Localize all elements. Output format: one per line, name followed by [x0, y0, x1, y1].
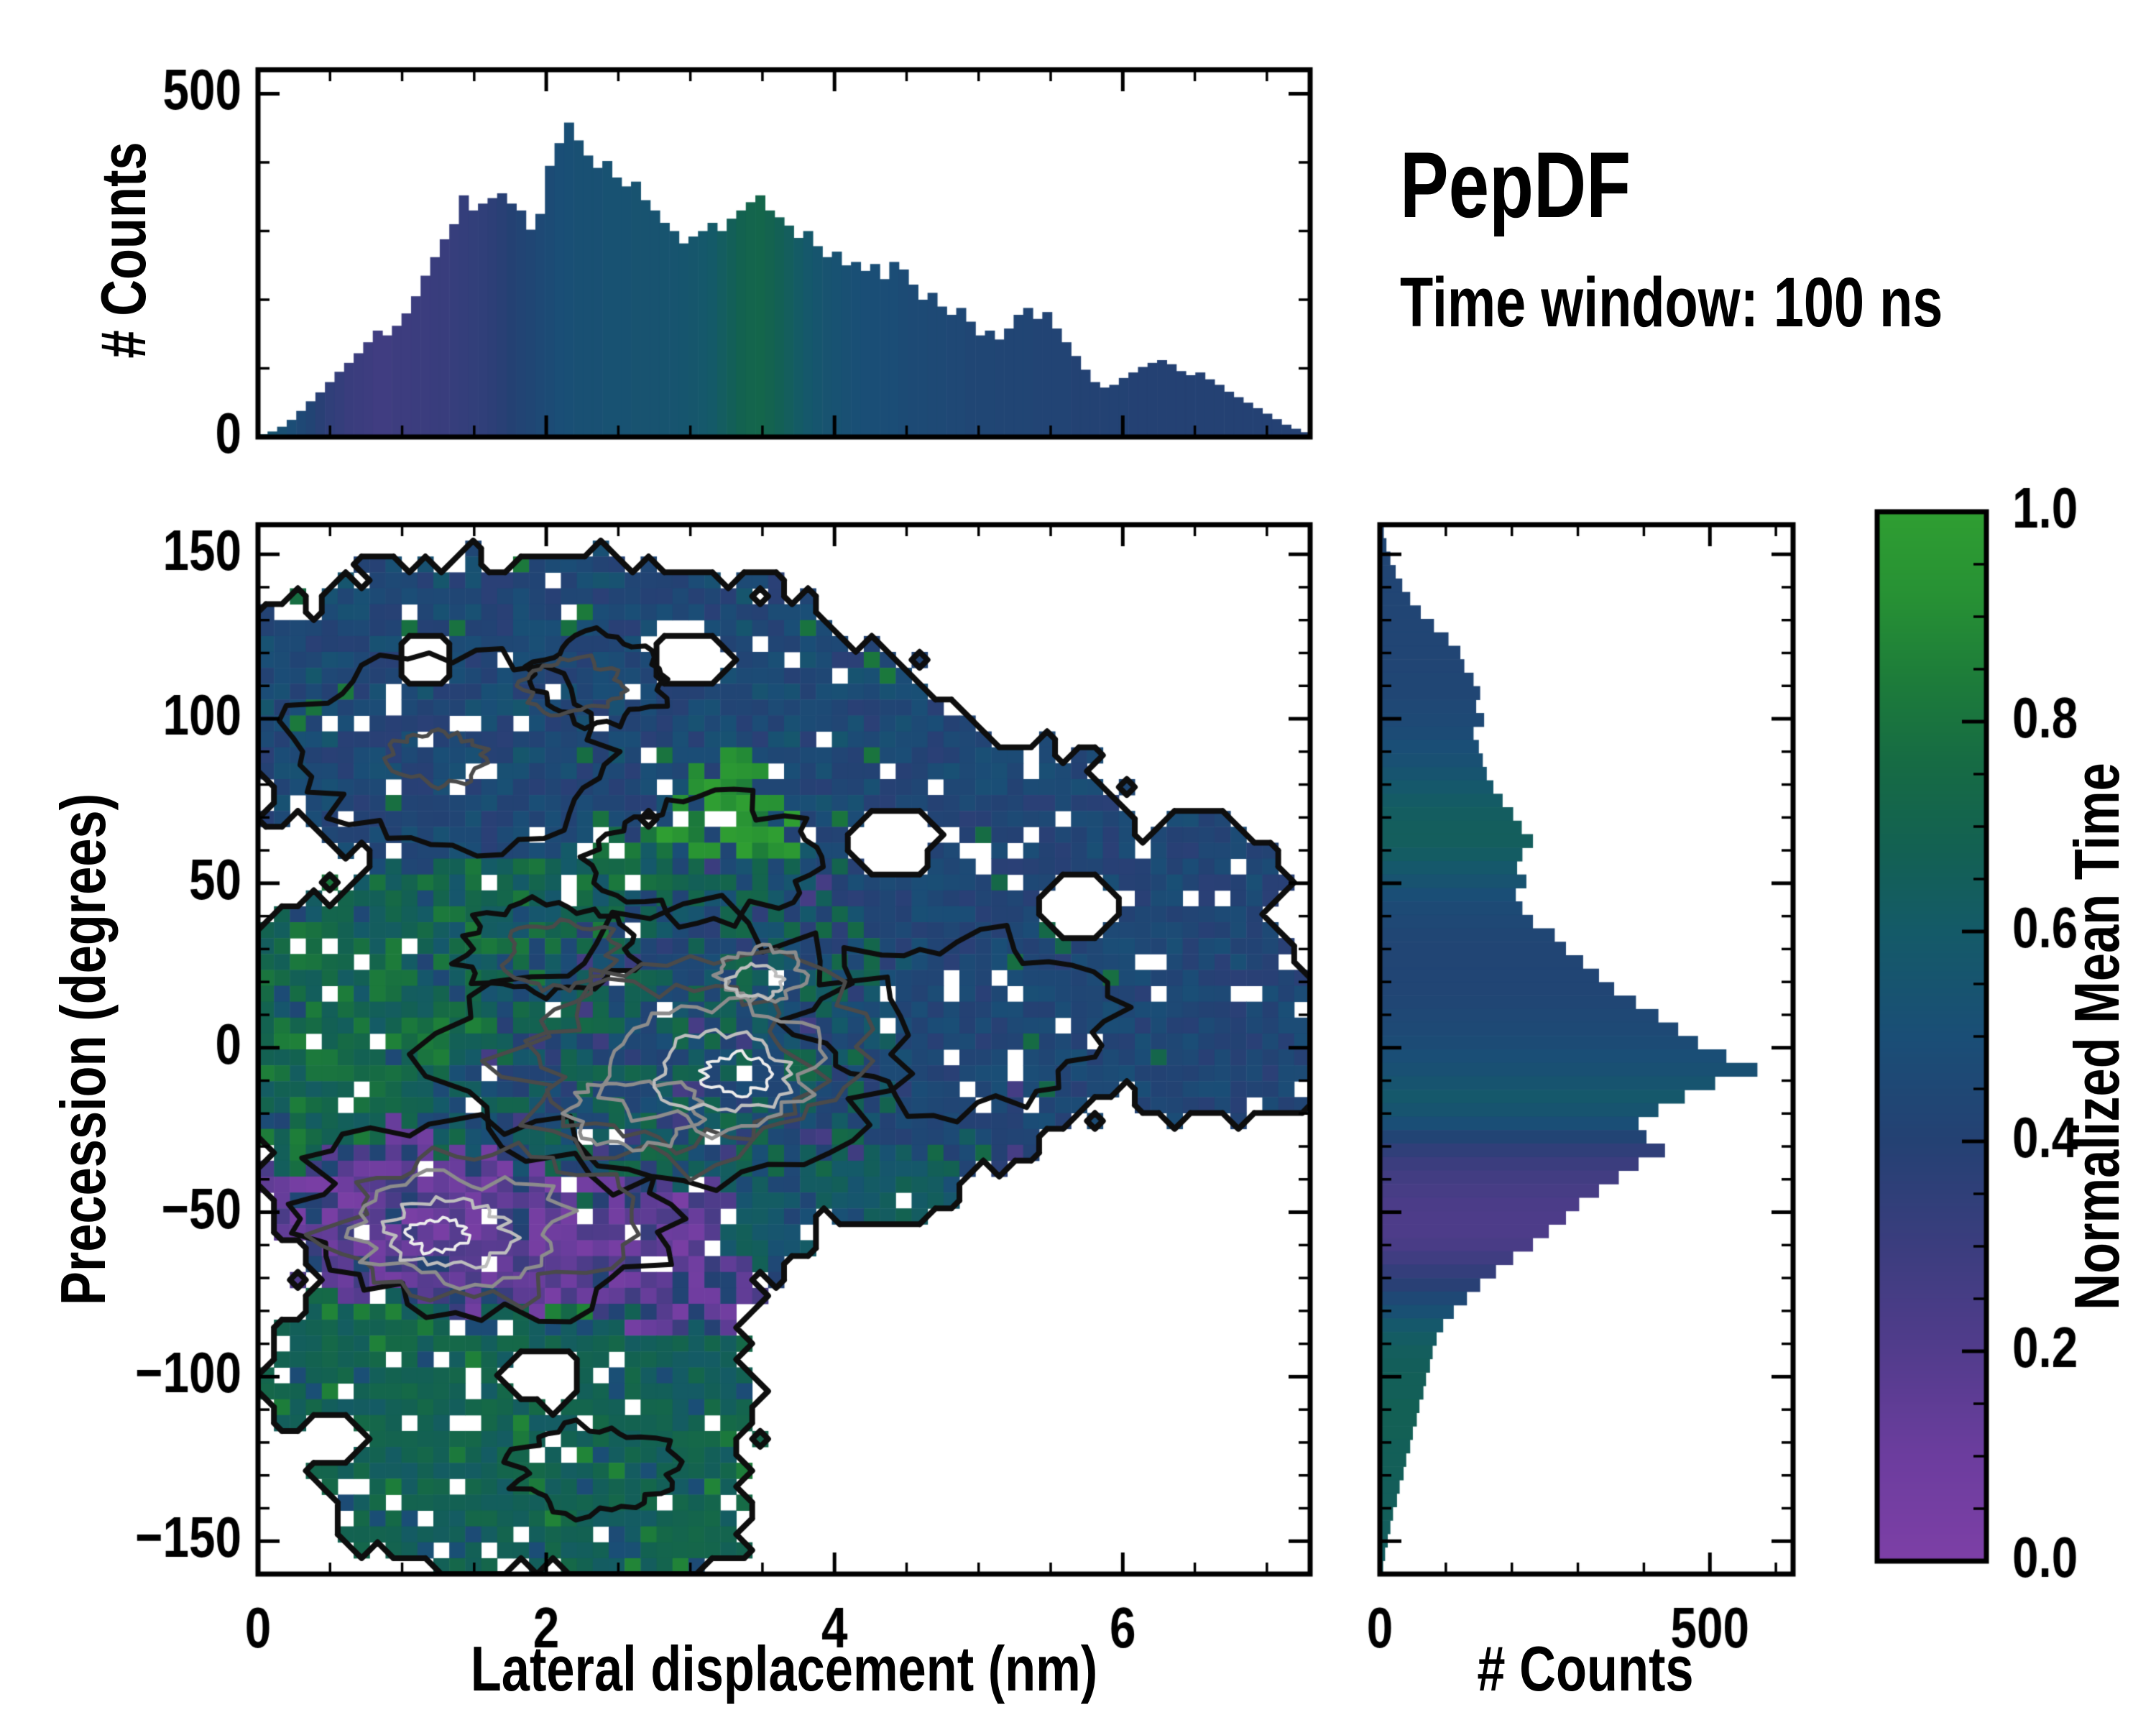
- colorbar-panel: [1877, 512, 1986, 1561]
- top-histogram-panel: [258, 70, 1310, 437]
- top-hist-y-axis-label: # Counts: [88, 142, 159, 359]
- right-hist-x-axis-label: # Counts: [1477, 1633, 1694, 1704]
- main-y-axis-label: Precession (degrees): [47, 793, 119, 1306]
- figure-subtitle: Time window: 100 ns: [1400, 263, 1943, 341]
- main-x-axis-label: Lateral displacement (nm): [470, 1633, 1098, 1704]
- main-heatmap-panel: [258, 525, 1310, 1574]
- right-histogram-panel: [1380, 525, 1793, 1574]
- figure-title: PepDF: [1400, 132, 1631, 237]
- colorbar-label: Normalized Mean Time: [2061, 763, 2132, 1310]
